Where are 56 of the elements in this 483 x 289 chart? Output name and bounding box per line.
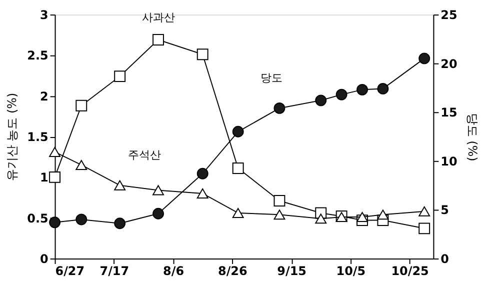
x-tick-label: 10/25 — [391, 264, 429, 278]
point — [76, 100, 88, 112]
y2-tick-label: 20 — [440, 56, 458, 71]
y2-tick-label: 0 — [440, 252, 449, 266]
point — [76, 214, 88, 226]
y2-tick-label: 15 — [440, 106, 458, 120]
y-axis-title: 유기산 농도 (%) — [5, 92, 20, 182]
point — [152, 208, 164, 220]
y-tick-label: 1.5 — [27, 130, 48, 144]
point — [49, 216, 60, 228]
y-tick-label: 2 — [40, 89, 48, 104]
y-tick-label: 0 — [40, 252, 48, 266]
y2-tick-label: 10 — [440, 154, 458, 168]
point — [49, 146, 60, 157]
y2-axis-title: 당도 (%) — [465, 112, 480, 162]
point — [232, 208, 244, 218]
x-tick-label: 8/26 — [218, 264, 248, 278]
y-tick-label: 3 — [40, 8, 48, 22]
x-tick-label: 6/27 — [55, 264, 85, 278]
x-tick-label: 7/17 — [100, 264, 130, 278]
y2-tick-label: 25 — [440, 8, 458, 22]
y-tick-label: 1 — [40, 170, 48, 185]
point — [356, 212, 368, 222]
point — [196, 48, 208, 60]
point — [114, 70, 126, 82]
point — [114, 180, 126, 190]
point — [418, 206, 430, 216]
y2-tick-label: 5 — [440, 203, 449, 218]
point — [315, 94, 327, 106]
point — [114, 218, 126, 230]
point — [274, 102, 286, 114]
x-tick-label: 9/15 — [277, 264, 306, 278]
point — [232, 162, 244, 174]
series-label: 당도 — [260, 71, 282, 84]
point — [196, 168, 208, 180]
x-tick-label: 10/5 — [336, 264, 366, 278]
point — [315, 214, 327, 224]
point — [377, 82, 389, 94]
y-tick-label: 0.5 — [27, 211, 48, 226]
series-label: 주석산 — [128, 148, 162, 162]
point — [356, 84, 368, 96]
point — [76, 160, 88, 170]
point — [49, 171, 60, 183]
point — [274, 210, 286, 220]
x-tick-label: 8/6 — [163, 264, 184, 278]
point — [336, 88, 348, 100]
point — [152, 34, 164, 46]
series-label: 사과산 — [142, 10, 175, 24]
point — [196, 188, 208, 198]
point — [418, 222, 430, 234]
point — [274, 195, 286, 206]
point — [232, 126, 244, 138]
point — [418, 52, 430, 64]
point — [152, 185, 164, 196]
y-tick-label: 2.5 — [27, 48, 48, 63]
point — [377, 210, 389, 220]
